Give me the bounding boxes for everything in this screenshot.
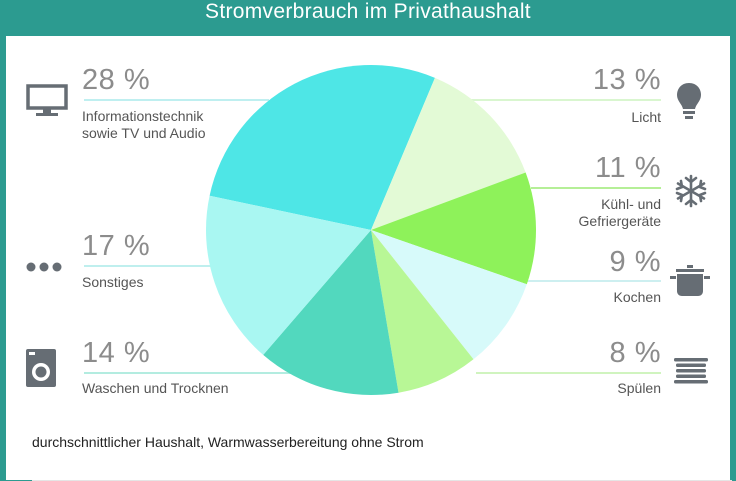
pct-label-it: 28 % <box>82 64 151 96</box>
more-dots-icon <box>26 262 62 272</box>
category-label-waschen: Waschen und Trocknen <box>82 380 229 396</box>
category-label-kuehl-line2: Gefriergeräte <box>578 213 661 229</box>
footnote: durchschnittlicher Haushalt, Warmwasserb… <box>32 434 424 450</box>
dish-stack-icon <box>674 358 708 384</box>
category-label-licht: Licht <box>631 109 661 125</box>
pie-slice-4 <box>371 230 474 393</box>
snowflake-icon <box>675 174 707 208</box>
pie-slice-3 <box>371 230 527 360</box>
leader-line-waschen <box>84 372 334 374</box>
category-label-spuelen: Spülen <box>617 380 661 396</box>
leader-line-sonstiges <box>84 265 214 267</box>
pct-label-spuelen: 8 % <box>609 337 661 369</box>
pct-label-kuehl: 11 % <box>595 152 661 184</box>
pct-label-licht: 13 % <box>592 64 661 96</box>
leader-line-spuelen <box>476 372 661 374</box>
pct-label-waschen: 14 % <box>82 337 151 369</box>
leader-line-kuehl <box>531 187 661 189</box>
pie-chart <box>206 64 536 395</box>
category-label-it-line1: Informationstechnik <box>82 108 204 124</box>
pct-label-kochen: 9 % <box>609 246 661 278</box>
pie-slice-2 <box>371 172 536 285</box>
monitor-icon <box>26 84 68 116</box>
category-label-kochen: Kochen <box>613 289 661 305</box>
chart-panel: 28 % Informationstechnik sowie TV und Au… <box>6 36 732 481</box>
pie-slice-5 <box>263 230 399 395</box>
category-label-kuehl-line1: Kühl- und <box>601 196 661 212</box>
category-label-it-line2: sowie TV und Audio <box>82 125 206 141</box>
pie-slice-6 <box>206 195 371 355</box>
pie-slice-0 <box>209 64 435 231</box>
category-label-sonstiges: Sonstiges <box>82 274 144 290</box>
leader-line-it <box>84 99 269 101</box>
lightbulb-icon <box>677 83 701 119</box>
pie-slice-1 <box>371 77 526 230</box>
leader-line-kochen <box>521 280 661 282</box>
cooking-pot-icon <box>670 265 710 296</box>
washing-machine-icon <box>26 349 56 387</box>
pct-label-sonstiges: 17 % <box>82 230 151 262</box>
leader-line-licht <box>446 99 661 101</box>
chart-title: Stromverbrauch im Privathaushalt <box>205 0 531 23</box>
